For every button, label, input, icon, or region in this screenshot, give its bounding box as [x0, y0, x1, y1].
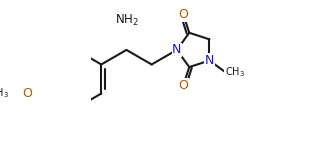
Text: CH$_3$: CH$_3$	[0, 87, 9, 100]
Text: O: O	[179, 8, 188, 21]
Text: CH$_3$: CH$_3$	[225, 65, 245, 79]
Text: O: O	[179, 79, 188, 91]
Text: N: N	[172, 43, 181, 56]
Text: N: N	[205, 54, 214, 67]
Text: O: O	[23, 87, 33, 100]
Text: NH$_2$: NH$_2$	[115, 13, 138, 28]
